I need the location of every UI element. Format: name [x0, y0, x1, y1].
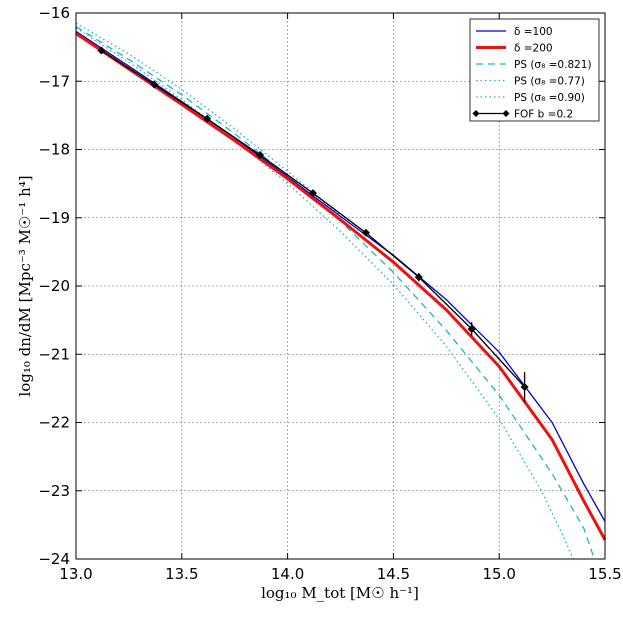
y-tick-label: −21: [38, 345, 70, 363]
ticks: 13.0 13.5 14.0 14.5 15.0 15.5 −16 −17 −18 −19 −20 −…: [38, 4, 621, 583]
legend-marker: [502, 110, 510, 117]
data-point: [308, 189, 317, 198]
y-tick-label: −24: [38, 550, 70, 568]
data-point: [361, 228, 370, 237]
series-line-5: [101, 49, 526, 388]
data-point: [97, 46, 106, 55]
series-line-2: [75, 26, 596, 560]
x-tick-label: 15.5: [588, 565, 621, 583]
series-line-3: [75, 27, 574, 560]
y-axis-label: log₁₀ dn/dM [Mpc⁻³ M☉⁻¹ h⁴]: [16, 175, 34, 396]
y-tick-label: −23: [38, 482, 70, 500]
series-line-0: [75, 30, 606, 522]
x-tick-label: 13.5: [165, 565, 198, 583]
legend-box: [469, 18, 600, 122]
data-point: [467, 324, 476, 333]
y-tick-label: −18: [38, 141, 70, 159]
series-line-4: [75, 22, 341, 217]
series-layer: [75, 22, 607, 560]
x-axis-label: log₁₀ M_tot [M☉ h⁻¹]: [261, 584, 419, 602]
y-tick-label: −19: [38, 209, 70, 227]
y-tick-label: −20: [38, 277, 70, 295]
legend-label-0: δ =100: [514, 26, 553, 38]
y-tick-label: −22: [38, 414, 70, 432]
x-tick-label: 15.0: [482, 565, 515, 583]
data-point: [414, 273, 423, 282]
x-tick-label: 14.0: [271, 565, 304, 583]
data-point: [150, 80, 159, 89]
y-tick-label: −16: [38, 4, 70, 22]
legend-label-1: δ =200: [514, 43, 553, 55]
data-point: [203, 114, 212, 123]
x-tick-label: 13.0: [59, 565, 92, 583]
legend-label-2: PS (σ₈ =0.821): [514, 59, 592, 71]
y-tick-label: −17: [38, 72, 70, 90]
legend-label-4: PS (σ₈ =0.90): [514, 92, 585, 104]
legend-label-5: FOF b =0.2: [514, 109, 573, 121]
legend: δ =100 δ =200 PS (σ₈ =0.821) PS (σ₈ =0.77) P…: [469, 18, 600, 122]
legend-marker: [472, 110, 480, 117]
data-point: [520, 383, 529, 392]
legend-label-3: PS (σ₈ =0.77): [514, 76, 585, 88]
data-point: [256, 150, 265, 159]
x-tick-label: 14.5: [377, 565, 410, 583]
series-line-1: [75, 32, 607, 541]
